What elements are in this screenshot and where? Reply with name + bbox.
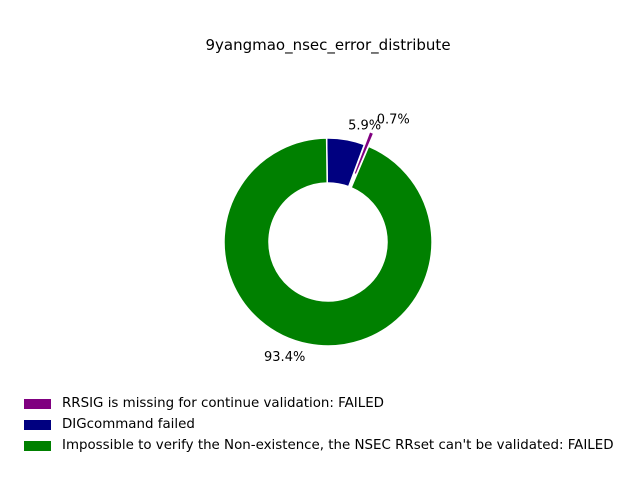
legend-swatch-rrsig-missing bbox=[24, 398, 51, 409]
slices-group bbox=[223, 130, 433, 347]
legend-item-rrsig-missing: RRSIG is missing for continue validation… bbox=[24, 393, 614, 414]
legend-swatch-digcommand-failed bbox=[24, 419, 51, 430]
legend-swatch-nsec-unverifiable bbox=[24, 440, 51, 451]
legend-label-rrsig-missing: RRSIG is missing for continue validation… bbox=[62, 396, 384, 411]
legend-item-nsec-unverifiable: Impossible to verify the Non-existence, … bbox=[24, 435, 614, 456]
legend: RRSIG is missing for continue validation… bbox=[24, 393, 614, 456]
legend-label-digcommand-failed: DIGcommand failed bbox=[62, 417, 195, 432]
percent-label-impossible-to-verify-the-non-e: 93.4% bbox=[264, 350, 305, 365]
legend-label-nsec-unverifiable: Impossible to verify the Non-existence, … bbox=[62, 438, 614, 453]
percent-label-digcommand-failed: 5.9% bbox=[348, 119, 381, 134]
chart-title: 9yangmao_nsec_error_distribute bbox=[205, 36, 450, 55]
legend-item-digcommand-failed: DIGcommand failed bbox=[24, 414, 614, 435]
slice-impossible-to-verify-the-non-e bbox=[223, 137, 433, 347]
percent-label-rrsig-is-missing-for-continue-: 0.7% bbox=[377, 112, 410, 127]
percent-labels-group: 0.7%5.9% 93.4% bbox=[264, 112, 410, 364]
